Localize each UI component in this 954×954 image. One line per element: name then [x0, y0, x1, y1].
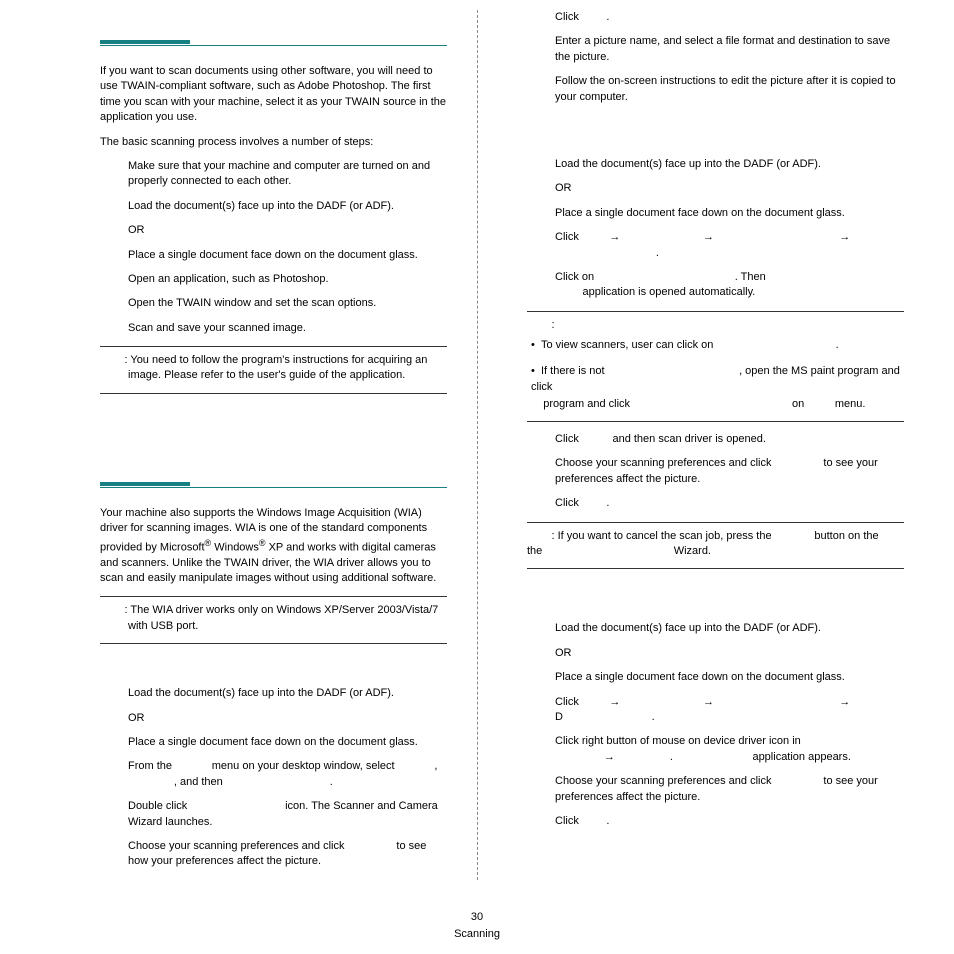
xp-subheading: [100, 664, 447, 676]
vista-note2: : If you want to cancel the scan job, pr…: [527, 522, 904, 570]
step: Click and then scan driver is opened.: [555, 432, 904, 447]
step: Choose your scanning preferences and cli…: [128, 839, 447, 870]
xp-steps: Load the document(s) face up into the DA…: [100, 686, 447, 870]
step: Click .: [555, 10, 904, 25]
step: Follow the on-screen instructions to edi…: [555, 74, 904, 105]
step: Load the document(s) face up into the DA…: [128, 686, 447, 701]
bullet: • To view scanners, user can click on .: [531, 337, 904, 354]
wia-intro: Your machine also supports the Windows I…: [100, 506, 447, 587]
bullet: • If there is not , open the MS paint pr…: [531, 363, 904, 413]
step-or: OR: [128, 223, 447, 238]
xp-steps-cont: Click . Enter a picture name, and select…: [527, 10, 904, 105]
step: Click .: [555, 814, 904, 829]
right-column: Click . Enter a picture name, and select…: [477, 10, 954, 890]
step-or: OR: [555, 181, 904, 196]
step: Click → → →D .: [555, 695, 904, 726]
step: Click .: [555, 496, 904, 511]
win7-subheading: [527, 599, 904, 611]
left-column: If you want to scan documents using othe…: [0, 10, 477, 890]
step: From the menu on your desktop window, se…: [128, 759, 447, 790]
step: Click → → → .: [555, 230, 904, 261]
step: Place a single document face down on the…: [555, 670, 904, 685]
step: Open an application, such as Photoshop.: [128, 272, 447, 287]
step: Place a single document face down on the…: [555, 206, 904, 221]
step: Open the TWAIN window and set the scan o…: [128, 296, 447, 311]
twain-process-intro: The basic scanning process involves a nu…: [100, 135, 447, 150]
vista-subheading: [527, 135, 904, 147]
column-divider: [477, 10, 478, 880]
step: Click right button of mouse on device dr…: [555, 734, 904, 765]
step: Load the document(s) face up into the DA…: [555, 621, 904, 636]
wia-note: : The WIA driver works only on Windows X…: [100, 596, 447, 644]
vista-steps-2: Click and then scan driver is opened. Ch…: [527, 432, 904, 512]
step: Load the document(s) face up into the DA…: [128, 199, 447, 214]
page-number: 30: [0, 909, 954, 926]
twain-intro: If you want to scan documents using othe…: [100, 64, 447, 126]
vista-steps: Load the document(s) face up into the DA…: [527, 157, 904, 301]
page-footer: 30 Scanning: [0, 909, 954, 942]
step: Double click icon. The Scanner and Camer…: [128, 799, 447, 830]
step: Choose your scanning preferences and cli…: [555, 774, 904, 805]
step-or: OR: [555, 646, 904, 661]
vista-note1: : • To view scanners, user can click on …: [527, 311, 904, 422]
note-text: : You need to follow the program's instr…: [124, 354, 427, 381]
step: Place a single document face down on the…: [128, 248, 447, 263]
twain-heading: [100, 40, 447, 46]
step: Scan and save your scanned image.: [128, 321, 447, 336]
twain-note: : You need to follow the program's instr…: [100, 346, 447, 394]
twain-steps: Make sure that your machine and computer…: [100, 159, 447, 336]
wia-heading: [100, 482, 447, 488]
step: Make sure that your machine and computer…: [128, 159, 447, 190]
page-layout: If you want to scan documents using othe…: [0, 0, 954, 890]
step-or: OR: [128, 711, 447, 726]
win7-steps: Load the document(s) face up into the DA…: [527, 621, 904, 829]
step: Click on . Then application is opened au…: [555, 270, 904, 301]
step: Enter a picture name, and select a file …: [555, 34, 904, 65]
step: Load the document(s) face up into the DA…: [555, 157, 904, 172]
step: Place a single document face down on the…: [128, 735, 447, 750]
note-text: : The WIA driver works only on Windows X…: [124, 604, 438, 631]
section-name: Scanning: [0, 926, 954, 943]
step: Choose your scanning preferences and cli…: [555, 456, 904, 487]
